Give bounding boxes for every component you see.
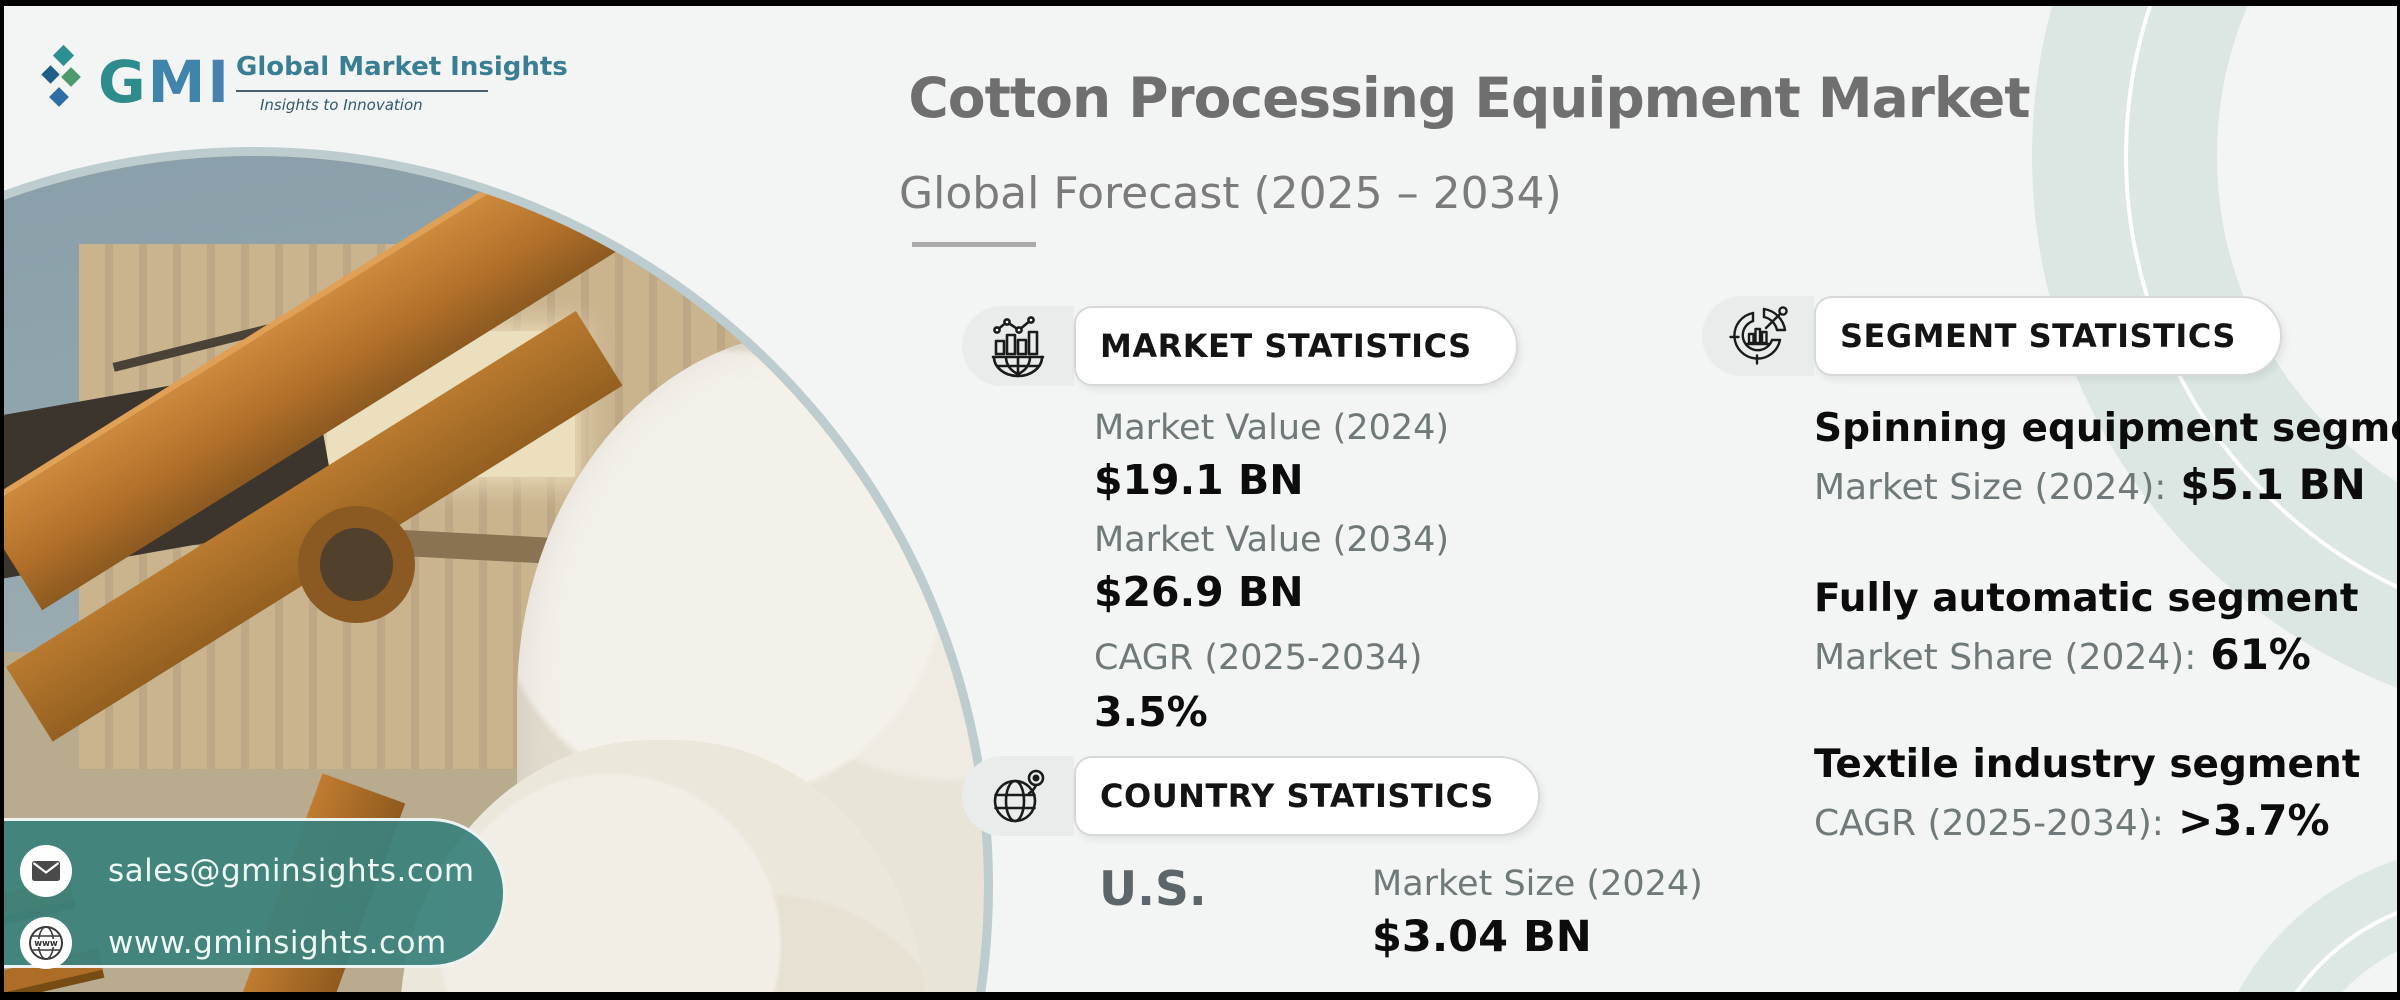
logo-diamond [41, 65, 60, 84]
brand-divider [236, 90, 488, 92]
market-value-2034-label: Market Value (2034) [1094, 520, 1450, 560]
market-statistics-icon-box [962, 306, 1074, 386]
country-name: U.S. [1099, 862, 1207, 917]
subtitle-underline [912, 242, 1036, 247]
segment-3-stat: CAGR (2025-2034): >3.7% [1814, 796, 2330, 845]
brand-name: Global Market Insights [236, 52, 568, 82]
country-statistics-icon-box [962, 756, 1074, 836]
svg-text:www: www [34, 939, 58, 949]
market-value-2024-label: Market Value (2024) [1094, 408, 1450, 448]
segment-2-stat: Market Share (2024): 61% [1814, 630, 2311, 679]
segment-statistics-label: SEGMENT STATISTICS [1840, 317, 2236, 355]
segment-1-stat-label: Market Size (2024): [1814, 467, 2167, 508]
contact-email-row: sales@gminsights.com [20, 845, 475, 897]
page-subtitle: Global Forecast (2025 – 2034) [899, 168, 1562, 219]
country-statistics-label: COUNTRY STATISTICS [1100, 777, 1494, 815]
contact-email[interactable]: sales@gminsights.com [108, 853, 475, 889]
segment-statistics-icon [1726, 304, 1790, 368]
page-title: Cotton Processing Equipment Market [908, 66, 2030, 130]
segment-statistics-header: SEGMENT STATISTICS [1702, 296, 2282, 376]
contact-website-row: www www.gminsights.com [20, 917, 447, 969]
market-statistics-label: MARKET STATISTICS [1100, 327, 1472, 365]
contact-website[interactable]: www.gminsights.com [108, 925, 447, 961]
logo-letter-g: G [98, 48, 148, 116]
market-cagr-label: CAGR (2025-2034) [1094, 638, 1423, 678]
gmi-logo: GMI Global Market Insights Insights to I… [38, 44, 568, 136]
us-market-size-value: $3.04 BN [1372, 912, 1592, 962]
logo-letter-m: M [147, 48, 208, 116]
segment-statistics-icon-box [1702, 296, 1814, 376]
segment-1-stat-value: $5.1 BN [2180, 460, 2366, 509]
cotton-machine-photo [4, 156, 984, 992]
segment-1-title: Spinning equipment segment [1814, 406, 2397, 451]
logo-diamond [49, 87, 69, 107]
segment-3-stat-label: CAGR (2025-2034): [1814, 803, 2164, 844]
market-statistics-label-pill: MARKET STATISTICS [1074, 306, 1518, 386]
segment-statistics-label-pill: SEGMENT STATISTICS [1814, 296, 2282, 376]
market-cagr-value: 3.5% [1094, 688, 1208, 736]
photo-pipe-flange [297, 506, 415, 624]
country-statistics-icon [987, 765, 1049, 827]
market-statistics-icon [986, 313, 1050, 379]
logo-monogram: GMI [98, 46, 231, 118]
us-market-size-label: Market Size (2024) [1372, 864, 1703, 904]
segment-2-stat-label: Market Share (2024): [1814, 637, 2197, 678]
contact-bar: sales@gminsights.com www www.gminsights.… [4, 818, 506, 969]
segment-1-stat: Market Size (2024): $5.1 BN [1814, 460, 2366, 509]
market-value-2034-value: $26.9 BN [1094, 568, 1304, 616]
segment-3-title: Textile industry segment [1814, 742, 2361, 787]
country-statistics-label-pill: COUNTRY STATISTICS [1074, 756, 1540, 836]
segment-2-stat-value: 61% [2210, 630, 2311, 679]
logo-letter-i: I [207, 48, 231, 116]
title-block: Cotton Processing Equipment Market Globa… [899, 66, 2039, 247]
market-value-2024-value: $19.1 BN [1094, 456, 1304, 504]
country-statistics-header: COUNTRY STATISTICS [962, 756, 1540, 836]
email-icon [20, 845, 72, 897]
infographic-canvas: GMI Global Market Insights Insights to I… [4, 6, 2397, 992]
market-statistics-header: MARKET STATISTICS [962, 306, 1518, 386]
brand-tagline: Insights to Innovation [260, 96, 423, 114]
segment-3-stat-value: >3.7% [2177, 796, 2330, 845]
logo-diamond [52, 44, 75, 67]
website-globe-icon: www [20, 917, 72, 969]
segment-2-title: Fully automatic segment [1814, 576, 2359, 621]
logo-diamond [61, 67, 81, 87]
